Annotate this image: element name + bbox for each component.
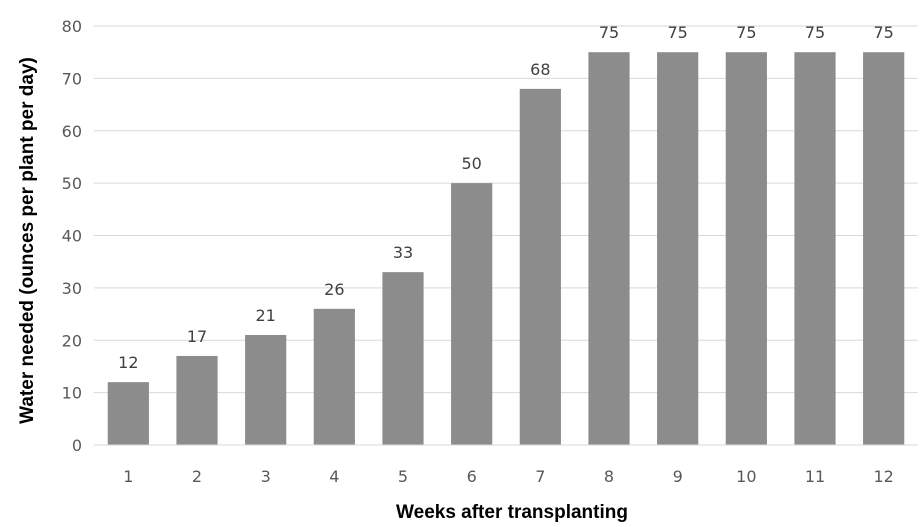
bar — [588, 52, 630, 445]
bar — [863, 52, 905, 445]
x-tick-label: 2 — [192, 467, 202, 486]
x-tick-label: 9 — [673, 467, 683, 486]
data-label: 50 — [461, 154, 481, 173]
x-tick-label: 8 — [604, 467, 614, 486]
data-label: 75 — [873, 23, 893, 42]
y-tick-label: 20 — [62, 331, 82, 350]
bar — [725, 52, 767, 445]
bar — [107, 382, 149, 445]
y-tick-label: 40 — [62, 227, 82, 246]
bar-data-labels: 12 17 21 26 33 50 68 75 75 75 75 75 — [118, 23, 894, 372]
y-tick-label: 0 — [72, 436, 82, 455]
data-label: 33 — [393, 243, 413, 262]
bar — [382, 272, 424, 445]
x-tick-label: 6 — [467, 467, 477, 486]
data-label: 75 — [805, 23, 825, 42]
bar — [451, 183, 493, 445]
data-label: 68 — [530, 60, 550, 79]
y-axis-title: Water needed (ounces per plant per day) — [17, 57, 38, 424]
x-tick-label: 1 — [123, 467, 133, 486]
x-tick-label: 10 — [736, 467, 756, 486]
y-tick-label: 30 — [62, 279, 82, 298]
x-tick-labels: 1 2 3 4 5 6 7 8 9 10 11 12 — [123, 467, 894, 486]
y-tick-label: 60 — [62, 122, 82, 141]
bar — [794, 52, 836, 445]
data-label: 26 — [324, 280, 344, 299]
y-tick-label: 70 — [62, 69, 82, 88]
bar — [313, 308, 355, 445]
x-tick-label: 5 — [398, 467, 408, 486]
x-tick-label: 11 — [805, 467, 825, 486]
y-tick-labels: 0 10 20 30 40 50 60 70 80 — [62, 17, 82, 455]
bar — [519, 88, 561, 445]
data-label: 17 — [187, 327, 207, 346]
bar-series — [107, 52, 905, 445]
data-label: 75 — [599, 23, 619, 42]
data-label: 75 — [736, 23, 756, 42]
x-tick-label: 12 — [873, 467, 893, 486]
y-tick-label: 50 — [62, 174, 82, 193]
y-gridlines — [94, 25, 918, 394]
bar — [657, 52, 699, 445]
bar — [176, 355, 218, 445]
x-tick-label: 3 — [261, 467, 271, 486]
x-tick-label: 4 — [329, 467, 339, 486]
x-axis-title: Weeks after transplanting — [396, 502, 628, 523]
y-tick-label: 10 — [62, 384, 82, 403]
data-label: 75 — [667, 23, 687, 42]
data-label: 12 — [118, 353, 138, 372]
x-tick-label: 7 — [535, 467, 545, 486]
y-tick-label: 80 — [62, 17, 82, 36]
data-label: 21 — [255, 306, 275, 325]
bar — [245, 335, 287, 445]
